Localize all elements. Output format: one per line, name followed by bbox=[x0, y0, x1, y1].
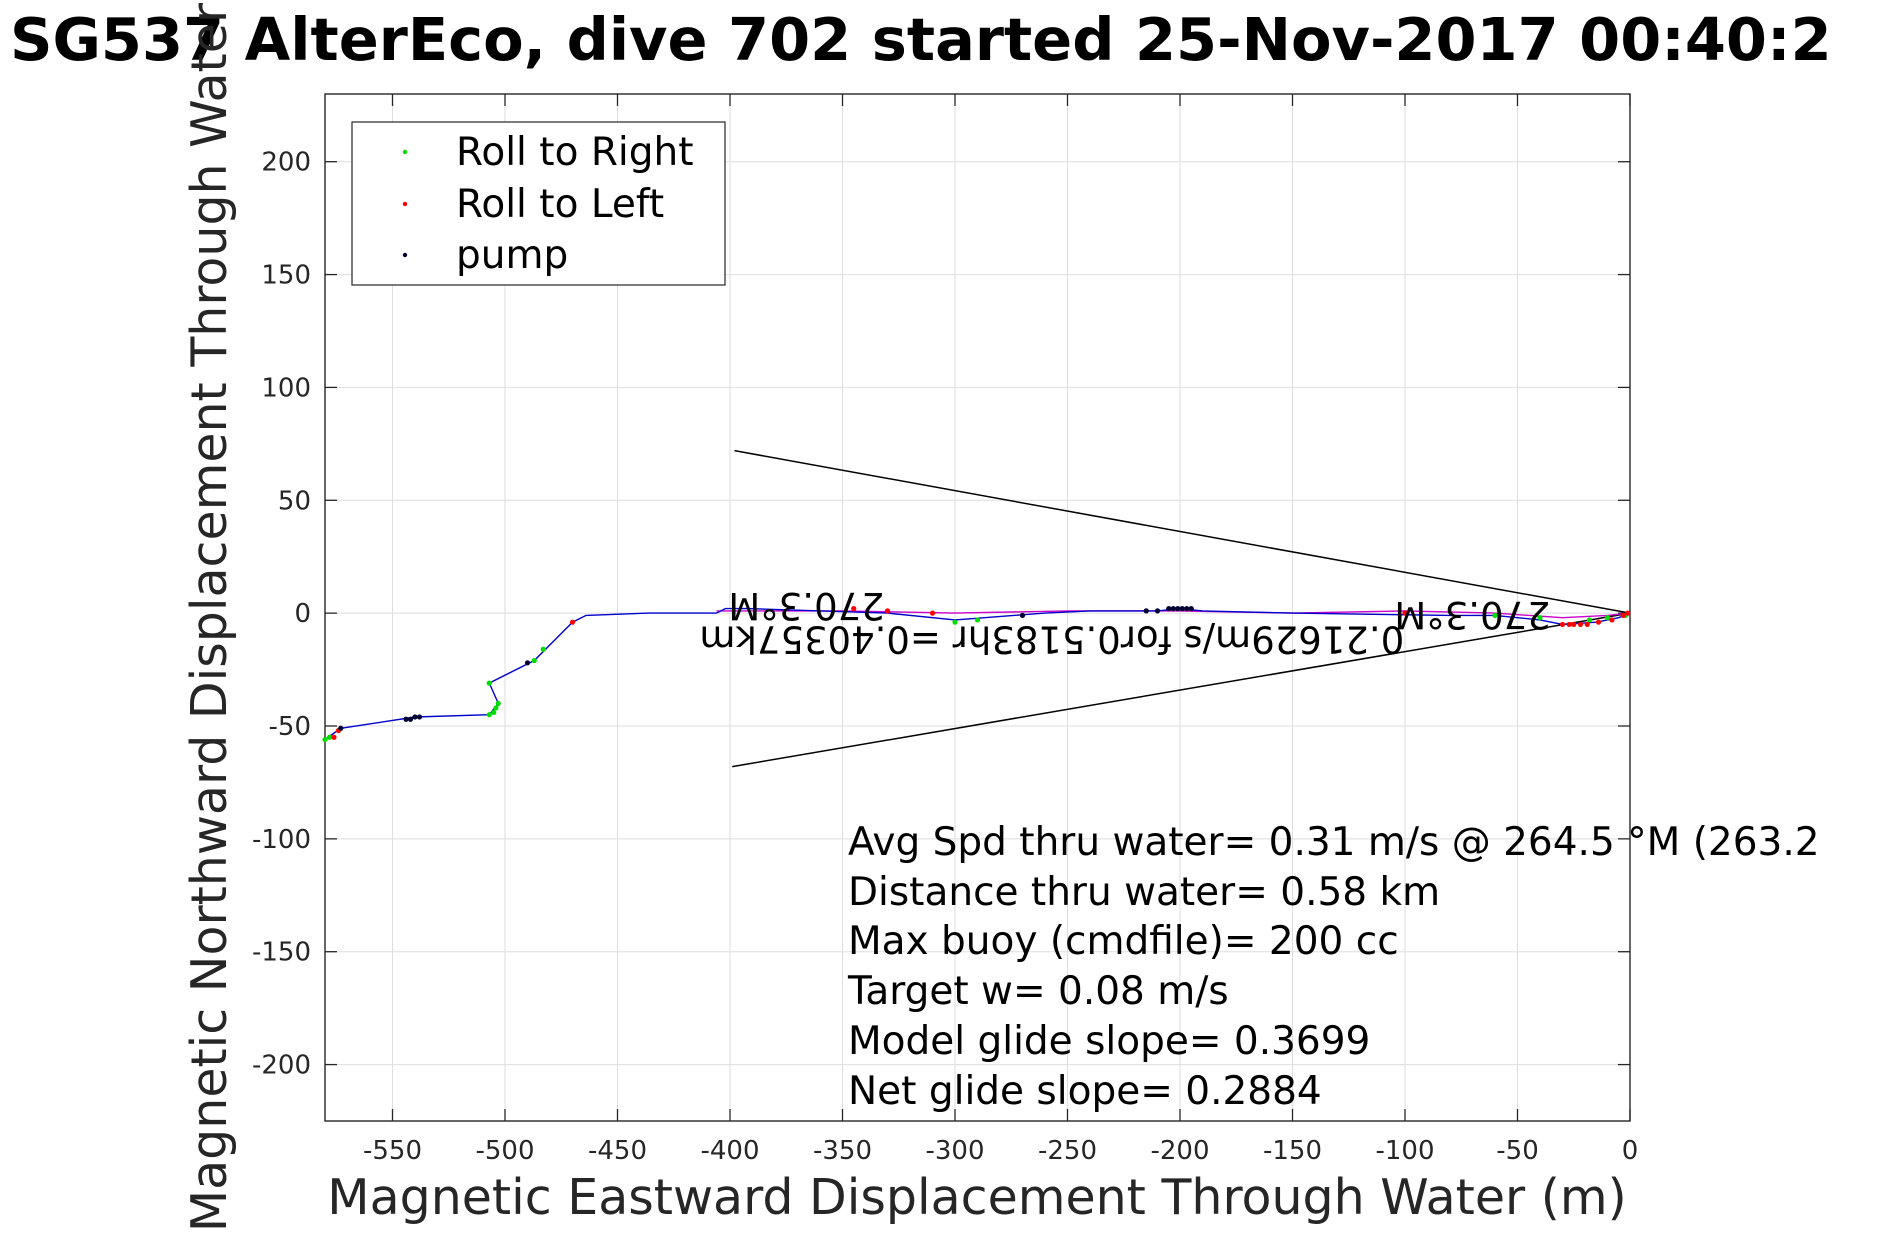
pump-point bbox=[1188, 606, 1194, 612]
plot-area bbox=[324, 93, 1631, 1122]
roll-to-left-point bbox=[1566, 621, 1572, 628]
x-tick-labels: -550 -500 -450 -400 -350 -300 -250 -200 -150 -100… bbox=[363, 1136, 1638, 1166]
pump-point bbox=[1184, 606, 1190, 612]
legend-label-roll-left: Roll to Left bbox=[456, 182, 664, 227]
pump-point bbox=[1179, 606, 1185, 612]
track-line bbox=[324, 607, 1631, 741]
current-direction-label-near: 270.3°M bbox=[1394, 593, 1550, 636]
pump-point bbox=[1166, 606, 1172, 612]
pump-point bbox=[1170, 606, 1176, 612]
roll-to-right-point bbox=[322, 736, 328, 743]
current-wedge-line bbox=[732, 612, 1631, 768]
axis-ticks bbox=[325, 94, 1631, 1121]
roll-to-left-point bbox=[1584, 621, 1590, 628]
x-tick-label: -150 bbox=[1263, 1136, 1322, 1166]
pump-point bbox=[1019, 612, 1026, 619]
roll-to-left-point bbox=[1559, 621, 1566, 628]
y-tick-label: -100 bbox=[252, 825, 311, 855]
legend-marker-pump bbox=[402, 252, 408, 258]
roll-to-right-point bbox=[1537, 615, 1543, 621]
legend-label-pump: pump bbox=[456, 233, 568, 278]
summary-distance: Distance thru water= 0.58 km bbox=[848, 870, 1440, 915]
summary-target-w: Target w= 0.08 m/s bbox=[847, 969, 1229, 1014]
pump-point bbox=[407, 716, 414, 722]
current-annotations: 270.3°M 270.3°M 0.21629m/s for0.5183hr =… bbox=[699, 584, 1550, 661]
roll-to-right-point bbox=[326, 734, 333, 740]
x-tick-label: -500 bbox=[475, 1136, 534, 1166]
roll-to-right-point bbox=[1492, 612, 1498, 619]
y-tick-label: 100 bbox=[261, 373, 311, 403]
x-tick-label: -550 bbox=[363, 1136, 422, 1166]
x-tick-label: -200 bbox=[1150, 1136, 1209, 1166]
legend: Roll to Right Roll to Left pump bbox=[351, 121, 726, 286]
current-wedge bbox=[732, 449, 1631, 768]
x-tick-label: -250 bbox=[1038, 1136, 1097, 1166]
y-tick-label: 50 bbox=[278, 486, 311, 516]
pump-point bbox=[338, 725, 344, 731]
dive-track bbox=[324, 607, 1631, 741]
roll-to-left-point bbox=[1625, 610, 1631, 616]
dive-summary: Avg Spd thru water= 0.31 m/s @ 264.5 °M … bbox=[847, 820, 1820, 1114]
roll-to-left-point bbox=[1620, 612, 1626, 619]
legend-label-roll-right: Roll to Right bbox=[456, 130, 694, 175]
summary-net-glide: Net glide slope= 0.2884 bbox=[848, 1069, 1322, 1114]
roll-to-left-point bbox=[1609, 617, 1615, 623]
roll-to-left-point bbox=[1595, 619, 1602, 625]
pump-point bbox=[524, 660, 531, 666]
pump-point bbox=[403, 716, 409, 722]
roll-to-right-point bbox=[486, 712, 492, 718]
x-axis-label: Magnetic Eastward Displacement Through W… bbox=[327, 1169, 1626, 1226]
x-tick-label: 0 bbox=[1622, 1136, 1639, 1166]
x-tick-label: -400 bbox=[700, 1136, 759, 1166]
x-tick-label: -300 bbox=[925, 1136, 984, 1166]
x-tick-label: -100 bbox=[1375, 1136, 1434, 1166]
y-tick-label: 200 bbox=[261, 148, 311, 178]
x-tick-label: -50 bbox=[1496, 1136, 1538, 1166]
roll-to-right-point bbox=[493, 705, 499, 711]
chart-title: SG537 AlterEco, dive 702 started 25-Nov-… bbox=[10, 5, 1832, 74]
data-points bbox=[322, 606, 1631, 743]
y-tick-label: 150 bbox=[261, 261, 311, 291]
pump-point bbox=[412, 714, 418, 720]
roll-to-left-point bbox=[569, 619, 576, 625]
summary-model-glide: Model glide slope= 0.3699 bbox=[848, 1019, 1370, 1064]
legend-marker-roll-left bbox=[402, 201, 408, 207]
roll-to-left-point bbox=[884, 608, 891, 614]
current-direction-label-far: 270.3°M bbox=[728, 584, 884, 627]
current-speed-label: 0.21629m/s for0.5183hr =0.40357km bbox=[699, 618, 1404, 661]
roll-to-right-point bbox=[1586, 617, 1593, 623]
y-tick-label: 0 bbox=[294, 599, 311, 629]
roll-to-left-point bbox=[851, 606, 857, 612]
roll-to-right-point bbox=[1604, 615, 1611, 621]
roll-to-left-point bbox=[1402, 610, 1408, 616]
y-tick-labels: 200 150 100 50 0 -50 -100 -150 -200 bbox=[252, 148, 311, 1081]
legend-marker-roll-right bbox=[402, 149, 408, 155]
x-tick-label: -450 bbox=[588, 1136, 647, 1166]
y-axis-label: Magnetic Northward Displacement Through … bbox=[181, 0, 238, 1232]
roll-to-left-point bbox=[331, 734, 337, 740]
summary-max-buoy: Max buoy (cmdfile)= 200 cc bbox=[848, 919, 1399, 964]
pump-point bbox=[416, 714, 423, 720]
roll-to-right-point bbox=[495, 700, 501, 707]
x-tick-label: -350 bbox=[813, 1136, 872, 1166]
roll-to-right-point bbox=[486, 680, 492, 686]
roll-to-right-point bbox=[531, 657, 537, 664]
roll-to-right-point bbox=[540, 646, 546, 652]
current-wedge-line bbox=[734, 449, 1631, 614]
legend-box bbox=[351, 121, 726, 286]
y-tick-label: -150 bbox=[252, 938, 311, 968]
roll-to-left-point bbox=[1571, 621, 1577, 628]
pump-point bbox=[1154, 608, 1161, 614]
roll-to-right-point bbox=[974, 617, 981, 623]
pump-point bbox=[1175, 606, 1181, 612]
roll-to-right-point bbox=[952, 619, 958, 625]
summary-avg-speed: Avg Spd thru water= 0.31 m/s @ 264.5 °M … bbox=[848, 820, 1820, 865]
pump-point bbox=[1143, 608, 1149, 614]
y-tick-label: -50 bbox=[269, 712, 311, 742]
roll-to-left-point bbox=[1577, 621, 1584, 628]
y-tick-label: -200 bbox=[252, 1051, 311, 1081]
roll-to-left-point bbox=[929, 610, 936, 616]
roll-to-right-point bbox=[491, 709, 497, 716]
